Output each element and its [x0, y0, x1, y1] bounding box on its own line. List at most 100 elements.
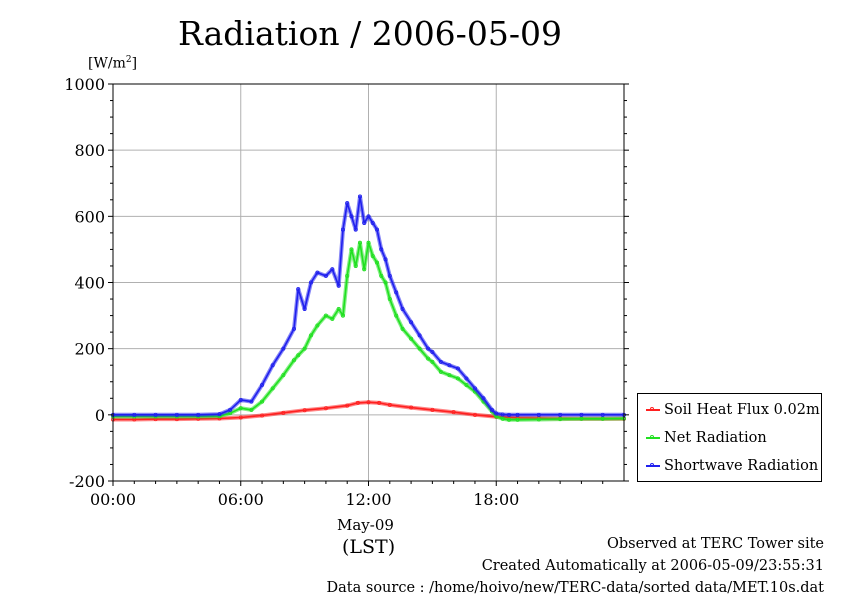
data-point [500, 412, 505, 417]
data-point [323, 273, 328, 278]
data-point [323, 406, 328, 411]
data-point [249, 407, 254, 412]
x-tick-label: 12:00 [345, 490, 391, 509]
data-point [345, 403, 350, 408]
data-point [383, 257, 388, 262]
data-point [323, 313, 328, 318]
chart-series-layer [111, 194, 627, 422]
data-point [447, 363, 452, 368]
data-point [481, 396, 486, 401]
data-point [400, 306, 405, 311]
data-point [238, 415, 243, 420]
data-point [340, 313, 345, 318]
data-point [315, 323, 320, 328]
data-point [430, 349, 435, 354]
data-point [345, 273, 350, 278]
chart-grid [113, 84, 624, 481]
data-point [447, 373, 452, 378]
x-tick-label: 18:00 [473, 490, 519, 509]
data-point [375, 260, 380, 265]
legend-item-soil-heat-flux: Soil Heat Flux 0.02m [646, 400, 820, 420]
y-tick-label: -200 [69, 472, 105, 491]
data-point [394, 290, 399, 295]
x-tick-label: 06:00 [218, 490, 264, 509]
data-point [379, 247, 384, 252]
legend-label-shortwave-radiation: Shortwave Radiation [664, 458, 819, 474]
data-point [600, 416, 605, 421]
data-point [249, 399, 254, 404]
legend-item-shortwave-radiation: Shortwave Radiation [646, 456, 818, 476]
data-point [362, 220, 367, 225]
data-point [132, 412, 137, 417]
data-point [345, 201, 350, 206]
legend-label-net-radiation: Net Radiation [664, 430, 767, 446]
data-point [383, 280, 388, 285]
data-point [394, 313, 399, 318]
data-point [291, 326, 296, 331]
data-point [296, 353, 301, 358]
data-point [600, 412, 605, 417]
data-point [366, 240, 371, 245]
y-tick-label: 400 [74, 274, 105, 293]
data-point [387, 273, 392, 278]
data-point [349, 247, 354, 252]
data-point [379, 273, 384, 278]
data-point [260, 383, 265, 388]
data-point [507, 412, 512, 417]
data-point [353, 227, 358, 232]
data-point [196, 412, 201, 417]
data-point [472, 412, 477, 417]
y-tick-label: 600 [74, 207, 105, 226]
data-point [464, 376, 469, 381]
data-point [417, 346, 422, 351]
data-point [387, 402, 392, 407]
data-point [377, 400, 382, 405]
footer-created-timestamp: Created Automatically at 2006-05-09/23:5… [481, 558, 824, 574]
data-point [507, 417, 512, 422]
data-point [291, 358, 296, 363]
data-point [260, 413, 265, 418]
y-tick-label: 200 [74, 340, 105, 359]
x-axis-timezone-label: (LST) [342, 536, 396, 558]
data-point [472, 386, 477, 391]
data-point [375, 227, 380, 232]
data-point [281, 373, 286, 378]
legend-swatch-soil-heat-flux [646, 403, 660, 417]
data-point [426, 356, 431, 361]
data-point [515, 412, 520, 417]
data-point [464, 383, 469, 388]
data-point [355, 400, 360, 405]
data-point [558, 417, 563, 422]
data-point [494, 411, 499, 416]
data-point [336, 283, 341, 288]
data-point [455, 376, 460, 381]
data-point [366, 400, 371, 405]
data-point [260, 399, 265, 404]
data-point [336, 306, 341, 311]
data-point [370, 254, 375, 259]
data-point [438, 359, 443, 364]
data-point [362, 267, 367, 272]
legend-item-net-radiation: Net Radiation [646, 428, 767, 448]
data-point [309, 280, 314, 285]
data-point [500, 416, 505, 421]
data-point [302, 306, 307, 311]
data-point [296, 287, 301, 292]
series-line [113, 195, 624, 416]
data-point [330, 267, 335, 272]
data-point [579, 416, 584, 421]
data-point [366, 214, 371, 219]
footer-observed-site: Observed at TERC Tower site [606, 536, 824, 552]
data-point [153, 412, 158, 417]
data-point [228, 407, 233, 412]
x-axis-date-label: May-09 [337, 516, 394, 534]
legend-label-soil-heat-flux: Soil Heat Flux 0.02m [664, 402, 820, 418]
chart-ticks: -200 0 200 400 600 800 1000 00:00 06:00 12:00 18:0… [64, 75, 629, 509]
y-tick-label: 0 [95, 406, 105, 425]
data-point [302, 346, 307, 351]
data-point [370, 220, 375, 225]
data-point [515, 417, 520, 422]
data-point [417, 333, 422, 338]
data-point [438, 369, 443, 374]
legend-swatch-net-radiation [646, 431, 660, 445]
